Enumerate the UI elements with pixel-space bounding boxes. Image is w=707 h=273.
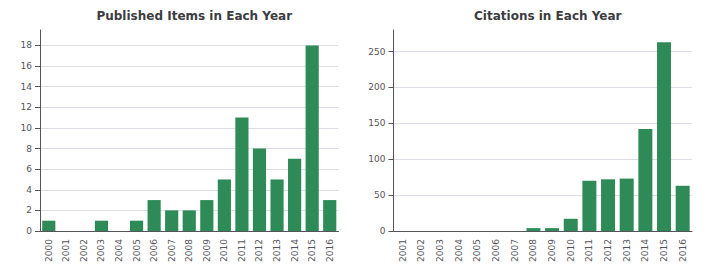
svg-text:2014: 2014 bbox=[640, 239, 650, 262]
svg-text:2010: 2010 bbox=[566, 239, 576, 262]
svg-text:2001: 2001 bbox=[61, 239, 71, 262]
svg-text:2015: 2015 bbox=[307, 239, 317, 262]
svg-text:2012: 2012 bbox=[254, 239, 264, 262]
svg-text:0: 0 bbox=[380, 226, 386, 236]
svg-text:2013: 2013 bbox=[622, 239, 632, 262]
svg-text:2005: 2005 bbox=[472, 239, 482, 262]
svg-text:2010: 2010 bbox=[219, 239, 229, 262]
svg-text:2002: 2002 bbox=[416, 239, 426, 262]
svg-text:2007: 2007 bbox=[510, 239, 520, 262]
svg-text:2005: 2005 bbox=[132, 239, 142, 262]
svg-text:8: 8 bbox=[26, 144, 32, 154]
svg-text:2: 2 bbox=[26, 205, 32, 215]
svg-text:2015: 2015 bbox=[659, 239, 669, 262]
svg-text:2003: 2003 bbox=[96, 239, 106, 262]
svg-text:2012: 2012 bbox=[603, 239, 613, 262]
svg-text:12: 12 bbox=[21, 102, 32, 112]
svg-text:2016: 2016 bbox=[325, 239, 335, 262]
svg-text:2009: 2009 bbox=[547, 239, 557, 262]
svg-text:0: 0 bbox=[26, 226, 32, 236]
svg-text:2014: 2014 bbox=[290, 239, 300, 262]
svg-text:16: 16 bbox=[21, 61, 33, 71]
svg-text:2004: 2004 bbox=[114, 239, 124, 262]
svg-text:2001: 2001 bbox=[398, 239, 408, 262]
svg-text:150: 150 bbox=[368, 118, 385, 128]
svg-text:2009: 2009 bbox=[202, 239, 212, 262]
svg-text:100: 100 bbox=[368, 154, 385, 164]
svg-text:2004: 2004 bbox=[454, 239, 464, 262]
svg-text:2006: 2006 bbox=[491, 239, 501, 262]
svg-text:2003: 2003 bbox=[435, 239, 445, 262]
svg-text:50: 50 bbox=[374, 190, 386, 200]
svg-text:18: 18 bbox=[21, 40, 33, 50]
svg-text:2006: 2006 bbox=[149, 239, 159, 262]
svg-text:2011: 2011 bbox=[237, 239, 247, 262]
svg-text:2008: 2008 bbox=[528, 239, 538, 262]
svg-text:Published Items in Each Year: Published Items in Each Year bbox=[96, 9, 292, 23]
svg-text:2007: 2007 bbox=[167, 239, 177, 262]
svg-text:200: 200 bbox=[368, 82, 385, 92]
svg-text:10: 10 bbox=[21, 123, 33, 133]
svg-text:2002: 2002 bbox=[79, 239, 89, 262]
svg-text:2013: 2013 bbox=[272, 239, 282, 262]
svg-text:250: 250 bbox=[368, 47, 385, 57]
svg-text:14: 14 bbox=[21, 82, 33, 92]
svg-text:4: 4 bbox=[26, 185, 32, 195]
svg-text:2008: 2008 bbox=[184, 239, 194, 262]
svg-text:6: 6 bbox=[26, 164, 32, 174]
svg-text:2011: 2011 bbox=[584, 239, 594, 262]
svg-text:2016: 2016 bbox=[678, 239, 688, 262]
svg-text:Citations in Each Year: Citations in Each Year bbox=[474, 9, 621, 23]
svg-text:2000: 2000 bbox=[44, 239, 54, 262]
